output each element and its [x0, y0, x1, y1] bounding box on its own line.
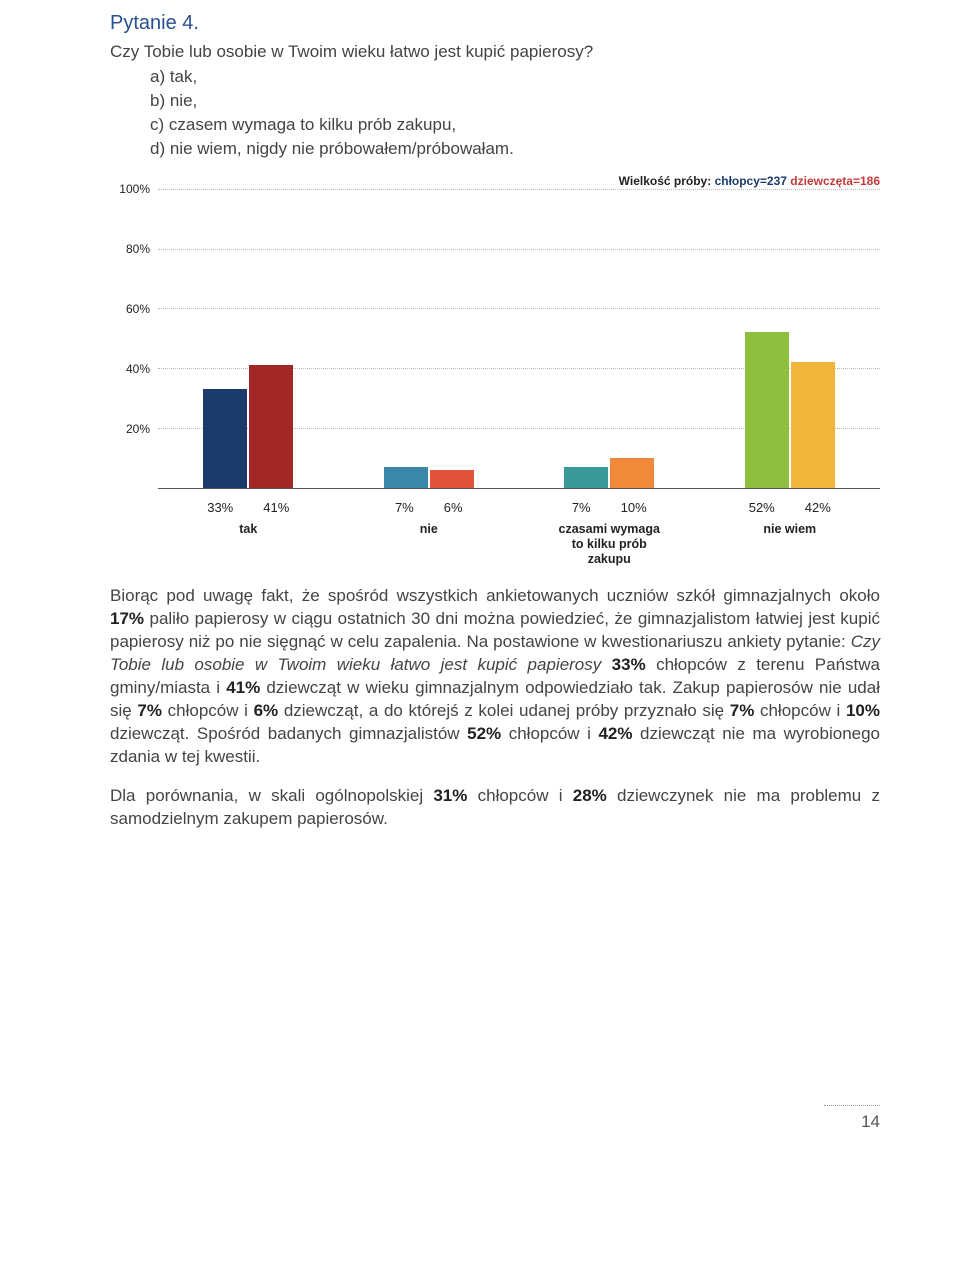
sample-label: Wielkość próby: — [619, 174, 712, 188]
y-tick: 20% — [126, 421, 150, 437]
bar-value-label: 7% — [395, 499, 414, 517]
bar — [203, 389, 247, 488]
x-group: 33% 41% tak — [158, 499, 339, 568]
x-group: 52% 42% nie wiem — [700, 499, 881, 568]
bar-group-nie_wiem — [700, 189, 881, 488]
option-c: c) czasem wymaga to kilku prób zakupu, — [150, 114, 880, 137]
category-label: nie wiem — [700, 522, 881, 537]
y-tick: 100% — [119, 181, 150, 197]
page-number: 14 — [110, 1111, 880, 1134]
x-group: 7% 10% czasami wymagato kilku próbzakupu — [519, 499, 700, 568]
question-text: Czy Tobie lub osobie w Twoim wieku łatwo… — [110, 41, 880, 64]
bar-value-label: 7% — [572, 499, 591, 517]
option-a: a) tak, — [150, 66, 880, 89]
bar-group-nie — [339, 189, 520, 488]
sample-girls: dziewczęta=186 — [790, 174, 880, 188]
bar — [745, 332, 789, 487]
bar-value-label: 52% — [749, 499, 775, 517]
paragraph-1: Biorąc pod uwagę fakt, że spośród wszyst… — [110, 585, 880, 769]
question-options: a) tak, b) nie, c) czasem wymaga to kilk… — [110, 66, 880, 161]
bar-group-czasami — [519, 189, 700, 488]
bar-value-label: 41% — [263, 499, 289, 517]
option-b: b) nie, — [150, 90, 880, 113]
option-d: d) nie wiem, nigdy nie próbowałem/próbow… — [150, 138, 880, 161]
bar-value-label: 10% — [621, 499, 647, 517]
bar — [430, 470, 474, 488]
plot-area — [158, 189, 880, 489]
y-tick: 60% — [126, 301, 150, 317]
question-title: Pytanie 4. — [110, 10, 880, 37]
bar-value-label: 6% — [444, 499, 463, 517]
x-group: 7% 6% nie — [339, 499, 520, 568]
category-label: czasami wymagato kilku próbzakupu — [519, 522, 700, 567]
bar — [384, 467, 428, 488]
sample-boys: chłopcy=237 — [715, 174, 787, 188]
y-tick: 80% — [126, 241, 150, 257]
bar — [249, 365, 293, 488]
bar-chart: 100%80%60%40%20% 33%41%tak7%6%nie7%10%cz… — [110, 189, 880, 568]
bar — [610, 458, 654, 488]
x-axis-labels: 33% 41% tak 7% 6% nie 7% 10% czasami wymagato ki… — [158, 499, 880, 568]
bar-value-label: 42% — [805, 499, 831, 517]
category-label: nie — [339, 522, 520, 537]
bar — [791, 362, 835, 488]
sample-size: Wielkość próby: chłopcy=237 dziewczęta=1… — [110, 173, 880, 189]
bar-group-tak — [158, 189, 339, 488]
bar-value-label: 33% — [207, 499, 233, 517]
category-label: tak — [158, 522, 339, 537]
bar — [564, 467, 608, 488]
body-text: Biorąc pod uwagę fakt, że spośród wszyst… — [110, 585, 880, 830]
y-tick: 40% — [126, 361, 150, 377]
y-axis: 100%80%60%40%20% — [110, 189, 158, 489]
paragraph-2: Dla porównania, w skali ogólnopolskiej 3… — [110, 785, 880, 831]
